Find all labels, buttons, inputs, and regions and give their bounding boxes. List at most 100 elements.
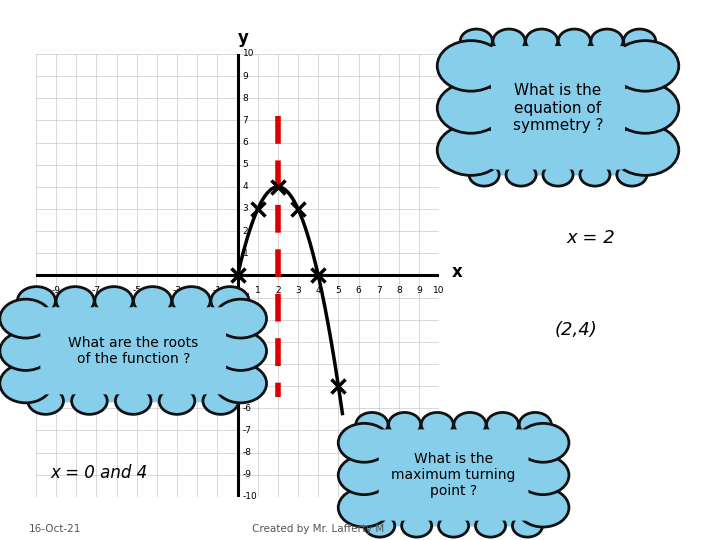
Text: 4: 4	[315, 286, 321, 295]
Circle shape	[365, 515, 395, 537]
Text: 10: 10	[433, 286, 445, 295]
Circle shape	[558, 29, 590, 53]
Circle shape	[0, 332, 52, 370]
Circle shape	[159, 388, 195, 414]
Circle shape	[0, 299, 52, 338]
Circle shape	[356, 413, 388, 436]
Circle shape	[617, 164, 647, 186]
Circle shape	[469, 164, 499, 186]
Text: -7: -7	[243, 426, 252, 435]
Circle shape	[115, 388, 151, 414]
Text: 8: 8	[243, 94, 248, 103]
Text: -10: -10	[243, 492, 257, 501]
Circle shape	[172, 287, 210, 315]
Text: Created by Mr. Lafferty M: Created by Mr. Lafferty M	[252, 524, 384, 534]
Text: -8: -8	[72, 286, 81, 295]
Text: -7: -7	[92, 286, 101, 295]
Circle shape	[95, 287, 133, 315]
Text: 2: 2	[243, 227, 248, 235]
Text: -5: -5	[243, 382, 252, 390]
Circle shape	[611, 40, 679, 91]
Text: x = 0 and 4: x = 0 and 4	[50, 464, 148, 482]
FancyBboxPatch shape	[40, 307, 226, 394]
Text: 8: 8	[396, 286, 402, 295]
Text: 7: 7	[243, 116, 248, 125]
Text: -9: -9	[243, 470, 252, 479]
Circle shape	[437, 83, 505, 133]
Circle shape	[513, 515, 542, 537]
Circle shape	[389, 413, 420, 436]
Circle shape	[454, 413, 486, 436]
Text: -8: -8	[243, 448, 252, 457]
Text: 1: 1	[243, 249, 248, 258]
Text: -1: -1	[243, 293, 252, 302]
Text: (2,4): (2,4)	[554, 321, 598, 339]
Text: 16-Oct-21: 16-Oct-21	[29, 524, 81, 534]
Circle shape	[543, 164, 573, 186]
Circle shape	[487, 413, 518, 436]
Circle shape	[71, 388, 107, 414]
Circle shape	[203, 388, 238, 414]
Circle shape	[56, 287, 94, 315]
Circle shape	[0, 364, 52, 403]
Circle shape	[437, 40, 505, 91]
Circle shape	[517, 423, 569, 462]
Text: 3: 3	[243, 205, 248, 213]
Text: -4: -4	[243, 360, 251, 368]
Text: x = 2: x = 2	[566, 229, 615, 247]
Circle shape	[460, 29, 492, 53]
Text: What is the
equation of
symmetry ?: What is the equation of symmetry ?	[513, 83, 603, 133]
Circle shape	[611, 83, 679, 133]
Text: -9: -9	[52, 286, 60, 295]
Circle shape	[437, 125, 505, 176]
Circle shape	[211, 287, 249, 315]
Circle shape	[611, 125, 679, 176]
Circle shape	[517, 456, 569, 495]
Text: 7: 7	[376, 286, 382, 295]
Text: 5: 5	[243, 160, 248, 169]
Circle shape	[438, 515, 469, 537]
Text: -2: -2	[243, 315, 251, 324]
Circle shape	[133, 287, 171, 315]
Text: 4: 4	[243, 183, 248, 191]
Circle shape	[506, 164, 536, 186]
Circle shape	[215, 364, 266, 403]
Text: 3: 3	[295, 286, 301, 295]
Circle shape	[402, 515, 432, 537]
Text: y: y	[238, 29, 249, 47]
Circle shape	[28, 388, 63, 414]
Circle shape	[338, 488, 390, 527]
Circle shape	[493, 29, 525, 53]
Circle shape	[421, 413, 454, 436]
Text: -6: -6	[112, 286, 121, 295]
Text: 6: 6	[243, 138, 248, 147]
Text: 5: 5	[336, 286, 341, 295]
Text: -2: -2	[193, 286, 202, 295]
Circle shape	[338, 423, 390, 462]
Text: 6: 6	[356, 286, 361, 295]
FancyBboxPatch shape	[379, 429, 528, 521]
Circle shape	[526, 29, 558, 53]
Circle shape	[591, 29, 623, 53]
Circle shape	[580, 164, 610, 186]
Text: x: x	[451, 263, 462, 281]
FancyBboxPatch shape	[22, 300, 245, 402]
Circle shape	[215, 332, 266, 370]
Text: 9: 9	[416, 286, 422, 295]
Text: -1: -1	[213, 286, 222, 295]
Circle shape	[624, 29, 656, 53]
Circle shape	[517, 488, 569, 527]
Text: -3: -3	[243, 338, 252, 346]
FancyBboxPatch shape	[360, 424, 547, 526]
Circle shape	[215, 299, 266, 338]
Text: 2: 2	[275, 286, 281, 295]
Circle shape	[475, 515, 505, 537]
Text: What is the
maximum turning
point ?: What is the maximum turning point ?	[392, 452, 516, 498]
Circle shape	[338, 456, 390, 495]
Text: 10: 10	[243, 50, 254, 58]
Text: -5: -5	[132, 286, 141, 295]
FancyBboxPatch shape	[491, 46, 625, 170]
Text: -3: -3	[173, 286, 181, 295]
Text: 1: 1	[255, 286, 261, 295]
Text: -10: -10	[29, 286, 43, 295]
